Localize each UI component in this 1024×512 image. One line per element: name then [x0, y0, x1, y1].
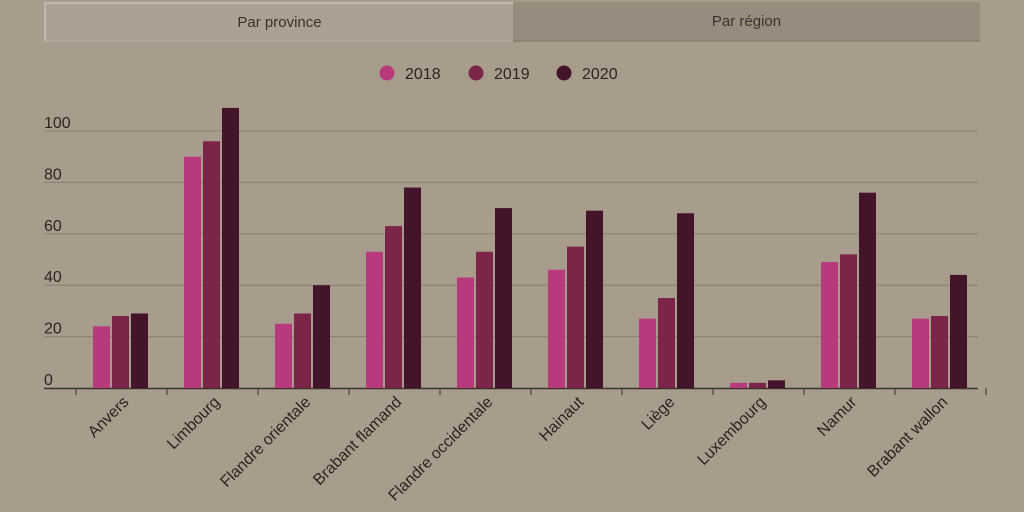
x-category-label: Luxembourg	[694, 394, 769, 469]
y-tick-label: 60	[44, 218, 62, 235]
bar-2020[interactable]	[131, 313, 148, 388]
bar-2019[interactable]	[840, 254, 857, 388]
bar-2020[interactable]	[222, 107, 239, 389]
bar-2020[interactable]	[586, 210, 603, 388]
x-category-label: Flandre orientale	[217, 394, 314, 491]
bar-2018[interactable]	[457, 277, 474, 388]
tab-par-region[interactable]: Par région	[513, 2, 980, 42]
bar-2020[interactable]	[950, 274, 967, 388]
y-tick-label: 0	[44, 372, 53, 389]
x-category-label: Anvers	[85, 394, 132, 441]
bar-2019[interactable]	[931, 316, 948, 388]
legend-marker-2020[interactable]	[556, 65, 572, 81]
bar-2019[interactable]	[567, 246, 584, 388]
bar-2018[interactable]	[184, 156, 201, 388]
bar-2019[interactable]	[749, 382, 766, 388]
x-category-label: Hainaut	[536, 393, 587, 444]
bar-2018[interactable]	[912, 318, 929, 388]
bar-2019[interactable]	[203, 141, 220, 388]
bar-2018[interactable]	[821, 262, 838, 388]
bar-2019[interactable]	[385, 226, 402, 388]
bar-2018[interactable]	[730, 382, 747, 388]
y-tick-label: 80	[44, 166, 62, 183]
bar-2018[interactable]	[366, 251, 383, 388]
x-category-label: Limbourg	[164, 394, 223, 453]
bar-2019[interactable]	[658, 298, 675, 388]
bar-2018[interactable]	[275, 323, 292, 388]
y-tick-label: 20	[44, 321, 62, 338]
bar-2020[interactable]	[768, 380, 785, 388]
x-category-label: Namur	[814, 393, 860, 439]
y-tick-label: 40	[44, 269, 62, 286]
tab-par-province[interactable]: Par province	[44, 2, 513, 42]
bar-2018[interactable]	[639, 318, 656, 388]
legend-label-2018[interactable]: 2018	[405, 66, 441, 83]
bar-2019[interactable]	[112, 316, 129, 388]
x-category-label: Liège	[639, 394, 679, 434]
legend-marker-2019[interactable]	[468, 65, 484, 81]
bar-2020[interactable]	[859, 192, 876, 388]
y-tick-label: 100	[44, 115, 71, 132]
x-category-label: Brabant flamand	[310, 394, 405, 489]
legend-label-2020[interactable]: 2020	[582, 66, 618, 83]
bar-2020[interactable]	[313, 285, 330, 388]
bar-2018[interactable]	[93, 326, 110, 388]
x-category-label: Flandre occidentale	[386, 394, 497, 505]
bar-2018[interactable]	[548, 269, 565, 388]
bar-2019[interactable]	[476, 251, 493, 388]
x-category-label: Brabant wallon	[864, 394, 951, 481]
tab-bar: Par province Par région	[44, 2, 980, 42]
bar-2020[interactable]	[404, 187, 421, 388]
bar-2020[interactable]	[495, 208, 512, 388]
legend-marker-2018[interactable]	[379, 65, 395, 81]
legend-label-2019[interactable]: 2019	[494, 66, 530, 83]
bar-2019[interactable]	[294, 313, 311, 388]
bar-2020[interactable]	[677, 213, 694, 388]
